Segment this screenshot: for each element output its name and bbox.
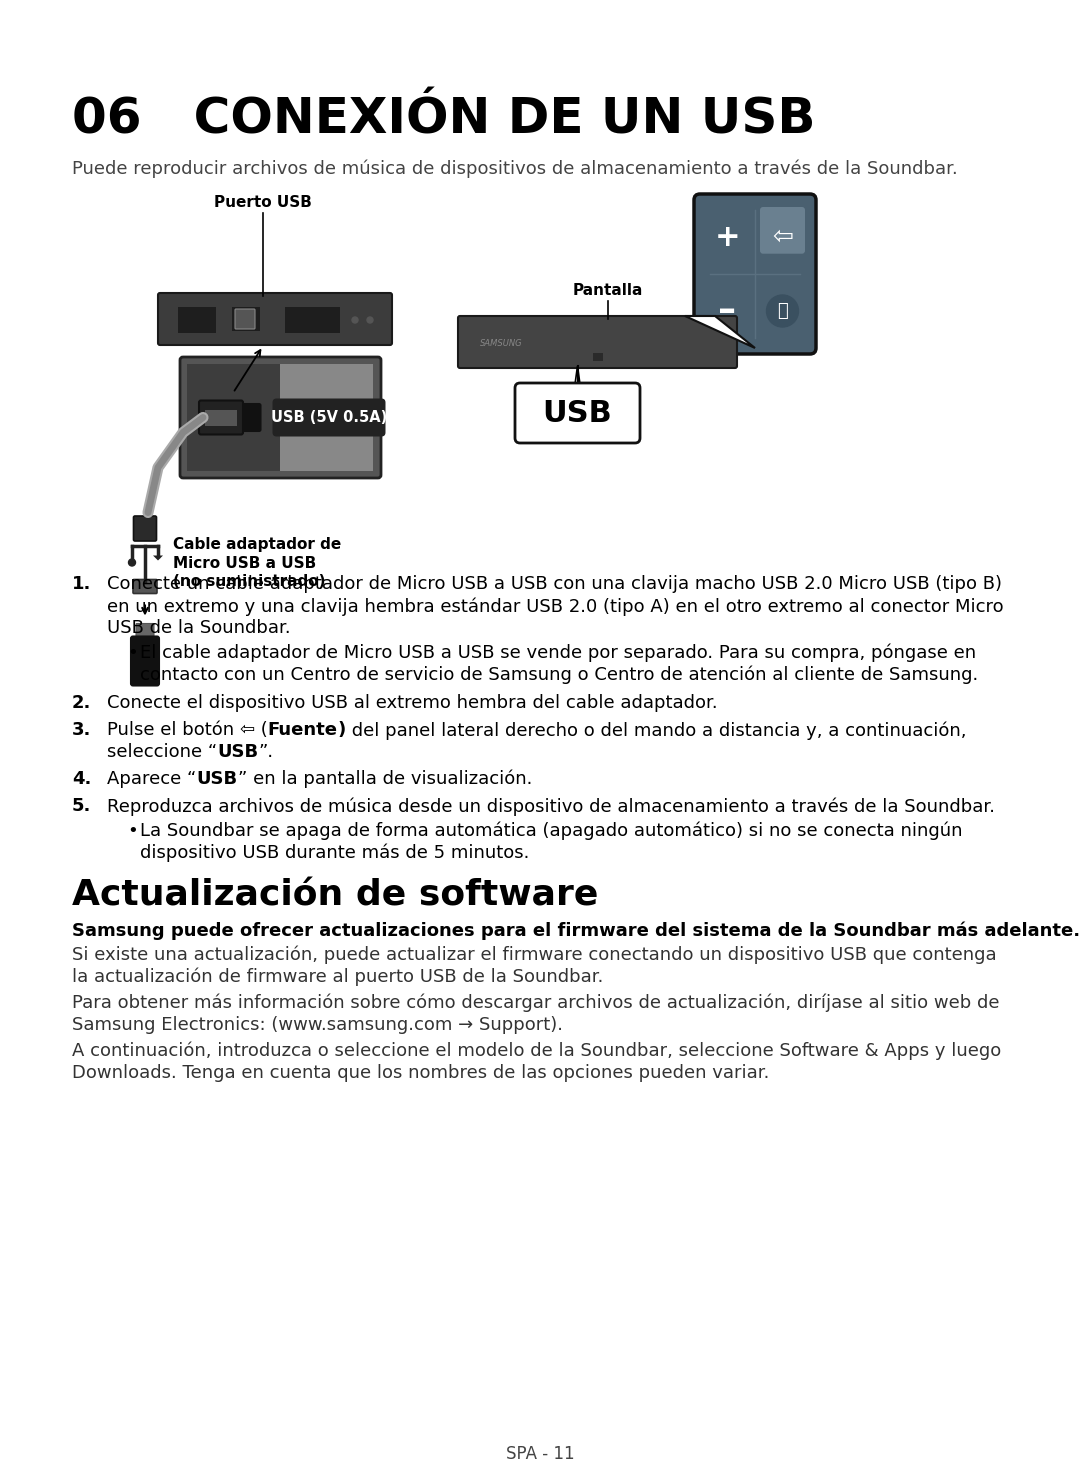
Text: ⏻: ⏻ <box>778 302 788 319</box>
Text: Pantalla: Pantalla <box>572 282 643 297</box>
Text: –: – <box>718 294 737 328</box>
Text: ” en la pantalla de visualización.: ” en la pantalla de visualización. <box>238 771 531 788</box>
Text: Cable adaptador de: Cable adaptador de <box>173 537 341 553</box>
Text: Pulse el botón: Pulse el botón <box>107 720 240 740</box>
FancyBboxPatch shape <box>458 317 737 368</box>
Text: 5.: 5. <box>72 797 92 815</box>
Bar <box>178 308 216 333</box>
Text: USB (5V 0.5A): USB (5V 0.5A) <box>271 410 387 424</box>
Text: 2.: 2. <box>72 694 92 711</box>
Text: •: • <box>127 822 138 840</box>
FancyBboxPatch shape <box>242 404 260 430</box>
Text: contacto con un Centro de servicio de Samsung o Centro de atención al cliente de: contacto con un Centro de servicio de Sa… <box>140 666 978 685</box>
FancyBboxPatch shape <box>136 624 154 639</box>
FancyBboxPatch shape <box>235 309 255 328</box>
Text: Actualización de software: Actualización de software <box>72 879 598 913</box>
Text: A continuación, introduzca o seleccione el modelo de la Soundbar, seleccione Sof: A continuación, introduzca o seleccione … <box>72 1043 1001 1060</box>
Bar <box>593 353 603 361</box>
Circle shape <box>352 317 357 322</box>
Text: 06   CONEXIÓN DE UN USB: 06 CONEXIÓN DE UN USB <box>72 95 815 143</box>
Text: 4.: 4. <box>72 771 92 788</box>
Text: USB: USB <box>217 742 258 762</box>
Text: ⇦: ⇦ <box>240 720 255 740</box>
Circle shape <box>767 294 798 327</box>
FancyBboxPatch shape <box>133 580 157 593</box>
Text: Micro USB a USB: Micro USB a USB <box>173 556 316 571</box>
Text: SAMSUNG: SAMSUNG <box>480 339 523 348</box>
Text: dispositivo USB durante más de 5 minutos.: dispositivo USB durante más de 5 minutos… <box>140 845 529 862</box>
Text: 1.: 1. <box>72 575 92 593</box>
Text: Samsung puede ofrecer actualizaciones para el firmware del sistema de la Soundba: Samsung puede ofrecer actualizaciones pa… <box>72 921 1080 941</box>
Text: Reproduzca archivos de música desde un dispositivo de almacenamiento a través de: Reproduzca archivos de música desde un d… <box>107 797 995 815</box>
Polygon shape <box>685 317 755 348</box>
Bar <box>280 364 373 470</box>
Text: •: • <box>127 643 138 663</box>
Text: USB: USB <box>542 398 612 427</box>
Text: Puerto USB: Puerto USB <box>214 195 312 210</box>
Bar <box>205 410 237 426</box>
FancyBboxPatch shape <box>158 293 392 345</box>
Text: Puede reproducir archivos de música de dispositivos de almacenamiento a través d: Puede reproducir archivos de música de d… <box>72 160 958 179</box>
Circle shape <box>367 317 373 322</box>
Text: El cable adaptador de Micro USB a USB se vende por separado. Para su compra, pón: El cable adaptador de Micro USB a USB se… <box>140 643 976 663</box>
Text: ): ) <box>338 720 346 740</box>
Polygon shape <box>567 365 588 439</box>
Text: Samsung Electronics: (www.samsung.com → Support).: Samsung Electronics: (www.samsung.com → … <box>72 1016 563 1034</box>
Text: La Soundbar se apaga de forma automática (apagado automático) si no se conecta n: La Soundbar se apaga de forma automática… <box>140 822 962 840</box>
FancyBboxPatch shape <box>272 398 386 436</box>
Bar <box>285 308 340 333</box>
Text: USB: USB <box>197 771 238 788</box>
FancyBboxPatch shape <box>180 356 381 478</box>
Text: Fuente: Fuente <box>268 720 338 740</box>
Text: 3.: 3. <box>72 720 92 740</box>
Text: Conecte un cable adaptador de Micro USB a USB con una clavija macho USB 2.0 Micr: Conecte un cable adaptador de Micro USB … <box>107 575 1002 593</box>
Text: Para obtener más información sobre cómo descargar archivos de actualización, dir: Para obtener más información sobre cómo … <box>72 994 999 1013</box>
Text: seleccione “: seleccione “ <box>107 742 217 762</box>
FancyBboxPatch shape <box>134 516 157 541</box>
Text: Si existe una actualización, puede actualizar el firmware conectando un disposit: Si existe una actualización, puede actua… <box>72 947 997 964</box>
Bar <box>187 364 280 470</box>
Text: +: + <box>715 222 740 251</box>
Text: (: ( <box>255 720 268 740</box>
Text: del panel lateral derecho o del mando a distancia y, a continuación,: del panel lateral derecho o del mando a … <box>346 720 967 740</box>
Text: Downloads. Tenga en cuenta que los nombres de las opciones pueden variar.: Downloads. Tenga en cuenta que los nombr… <box>72 1063 769 1083</box>
Polygon shape <box>153 556 163 561</box>
Bar <box>232 308 260 331</box>
Text: Conecte el dispositivo USB al extremo hembra del cable adaptador.: Conecte el dispositivo USB al extremo he… <box>107 694 717 711</box>
FancyBboxPatch shape <box>199 401 243 435</box>
FancyBboxPatch shape <box>131 636 159 685</box>
Text: la actualización de firmware al puerto USB de la Soundbar.: la actualización de firmware al puerto U… <box>72 967 604 986</box>
Text: ⇦: ⇦ <box>772 225 793 248</box>
Text: Aparece “: Aparece “ <box>107 771 197 788</box>
FancyBboxPatch shape <box>515 383 640 444</box>
FancyBboxPatch shape <box>694 194 816 353</box>
Text: USB de la Soundbar.: USB de la Soundbar. <box>107 620 291 637</box>
Text: ”.: ”. <box>258 742 273 762</box>
Circle shape <box>129 559 135 566</box>
Text: SPA - 11: SPA - 11 <box>505 1445 575 1463</box>
FancyBboxPatch shape <box>760 207 805 254</box>
Text: en un extremo y una clavija hembra estándar USB 2.0 (tipo A) en el otro extremo : en un extremo y una clavija hembra están… <box>107 598 1003 615</box>
Text: (no suministrado): (no suministrado) <box>173 574 325 589</box>
